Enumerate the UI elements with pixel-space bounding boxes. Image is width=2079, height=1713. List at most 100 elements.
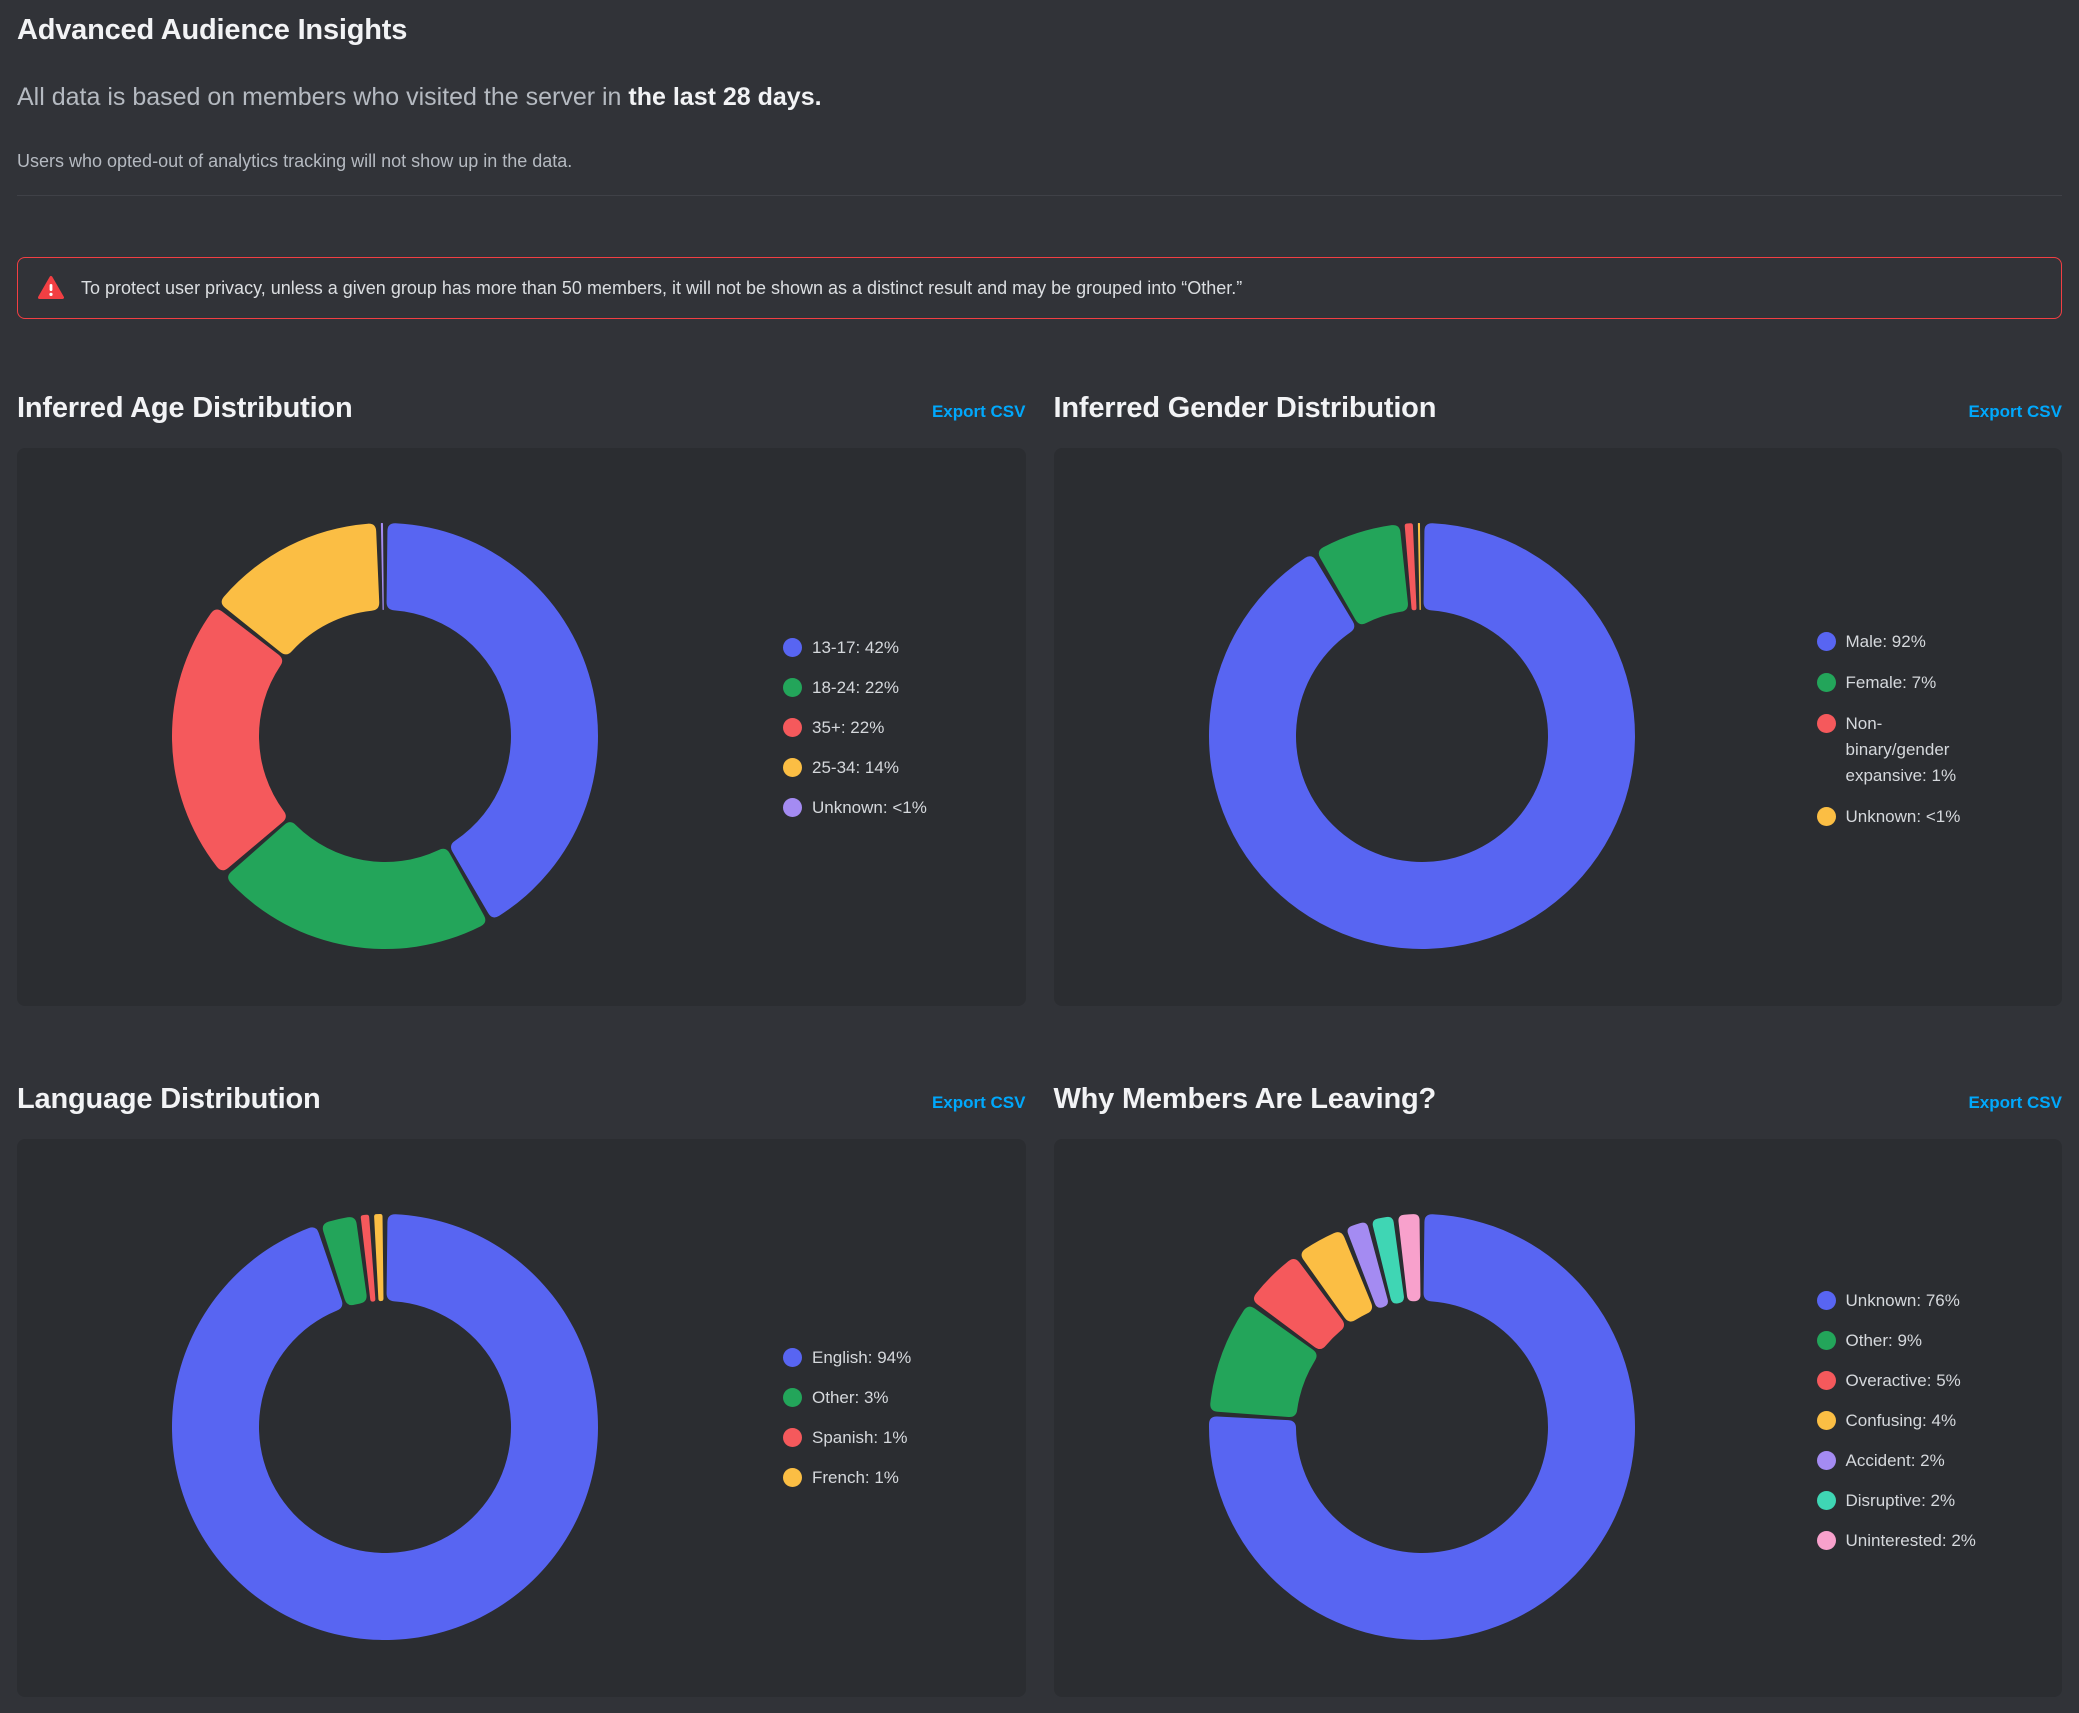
- section-header: Why Members Are Leaving? Export CSV: [1054, 1079, 2063, 1119]
- legend-label: Female: 7%: [1845, 673, 1937, 692]
- legend-dot: [1816, 632, 1836, 651]
- donut-segment-13-17: [386, 523, 598, 918]
- legend-item-25-34: 25-34: 14%: [783, 755, 1003, 781]
- legend-item-confusing: Confusing: 4%: [1816, 1408, 2037, 1434]
- export-csv-link[interactable]: Export CSV: [931, 1093, 1026, 1112]
- legend-label: Accident: 2%: [1845, 1451, 1945, 1470]
- legend-item-unknown: Unknown: <1%: [1816, 804, 1999, 830]
- donut-segment-female: [1318, 525, 1408, 625]
- legend-label: 25-34: 14%: [812, 758, 899, 777]
- page-subtitle-bold: the last 28 days.: [628, 83, 822, 111]
- donut-segment-disruptive: [1372, 1216, 1404, 1304]
- legend-dot: [783, 678, 802, 697]
- legend-label: 35+: 22%: [812, 718, 885, 737]
- section-gender-distribution: Inferred Gender Distribution Export CSV …: [1053, 388, 2063, 1006]
- legend-dot: [1816, 1531, 1836, 1550]
- donut-segment-unknown: [380, 523, 384, 611]
- charts-grid: Inferred Age Distribution Export CSV 13-…: [17, 388, 2062, 1697]
- legend-item-accident: Accident: 2%: [1816, 1448, 2037, 1474]
- legend-item-female: Female: 7%: [1816, 670, 1999, 696]
- donut-segment-unknown: [1208, 1214, 1635, 1641]
- section-language-distribution: Language Distribution Export CSV English…: [17, 1079, 1026, 1697]
- privacy-warning-banner: To protect user privacy, unless a given …: [17, 257, 2062, 319]
- donut-segment-18-24: [228, 822, 486, 950]
- divider: [17, 195, 2062, 196]
- section-header: Inferred Gender Distribution Export CSV: [1054, 388, 2063, 428]
- legend-item-other: Other: 3%: [783, 1385, 1003, 1411]
- legend-item-disruptive: Disruptive: 2%: [1816, 1488, 2037, 1514]
- legend-dot: [783, 758, 802, 777]
- legend-dot: [1816, 1451, 1836, 1470]
- legend-label: Disruptive: 2%: [1845, 1491, 1956, 1510]
- donut-chart-why-leaving: [1208, 1214, 1635, 1641]
- legend-label: 13-17: 42%: [812, 638, 899, 657]
- export-csv-link[interactable]: Export CSV: [1968, 1093, 2062, 1112]
- opt-out-note: Users who opted-out of analytics trackin…: [17, 151, 573, 171]
- chart-legend-language: English: 94% Other: 3% Spanish: 1% French: …: [783, 1345, 1003, 1491]
- page-title: Advanced Audience Insights: [17, 14, 408, 46]
- legend-label: Other: 3%: [812, 1388, 889, 1407]
- legend-item-35: 35+: 22%: [783, 715, 1003, 741]
- donut-segment-spanish: [360, 1214, 376, 1302]
- warning-text: To protect user privacy, unless a given …: [81, 277, 1243, 298]
- legend-label: Male: 92%: [1845, 632, 1926, 651]
- legend-dot: [783, 638, 802, 657]
- legend-label: Uninterested: 2%: [1845, 1531, 1976, 1550]
- donut-segment-overactive: [1253, 1258, 1344, 1350]
- legend-dot: [1816, 1411, 1836, 1430]
- legend-label: French: 1%: [812, 1468, 899, 1487]
- chart-title-gender: Inferred Gender Distribution: [1053, 392, 1437, 424]
- legend-label: Other: 9%: [1845, 1331, 1923, 1350]
- donut-segment-25-34: [221, 523, 380, 655]
- legend-label: Unknown: 76%: [1845, 1291, 1960, 1310]
- legend-item-unknown: Unknown: 76%: [1816, 1288, 2037, 1314]
- section-header: Language Distribution Export CSV: [17, 1079, 1026, 1119]
- section-age-distribution: Inferred Age Distribution Export CSV 13-…: [17, 388, 1026, 1006]
- page-subtitle: All data is based on members who visited…: [17, 80, 2062, 114]
- page-subtitle-text: All data is based on members who visited…: [17, 83, 629, 111]
- legend-label: Spanish: 1%: [812, 1428, 908, 1447]
- donut-segment-accident: [1347, 1222, 1388, 1308]
- export-csv-link[interactable]: Export CSV: [1968, 402, 2062, 421]
- legend-dot: [783, 1388, 802, 1407]
- legend-dot: [1816, 714, 1836, 733]
- legend-dot: [783, 718, 802, 737]
- legend-item-18-24: 18-24: 22%: [783, 675, 1003, 701]
- legend-dot: [783, 1348, 802, 1367]
- legend-item-english: English: 94%: [783, 1345, 1003, 1371]
- chart-panel-age: 13-17: 42% 18-24: 22% 35+: 22% 25-34: 14% Un…: [17, 448, 1026, 1006]
- legend-dot: [1816, 1371, 1836, 1390]
- legend-dot: [783, 1428, 802, 1447]
- chart-legend-why-leaving: Unknown: 76% Other: 9% Overactive: 5% Confu…: [1816, 1288, 2037, 1554]
- donut-segment-english: [171, 1214, 598, 1641]
- export-csv-link[interactable]: Export CSV: [931, 402, 1026, 421]
- chart-legend-gender: Male: 92% Female: 7% Non- binary/gender ex…: [1816, 629, 1999, 830]
- donut-segment-male: [1208, 523, 1635, 950]
- legend-item-13-17: 13-17: 42%: [783, 635, 1003, 661]
- legend-dot: [1816, 1291, 1836, 1310]
- legend-item-uninterested: Uninterested: 2%: [1816, 1528, 2037, 1554]
- chart-panel-gender: Male: 92% Female: 7% Non- binary/gender ex…: [1053, 448, 2062, 1006]
- chart-title-why-leaving: Why Members Are Leaving?: [1053, 1083, 1437, 1115]
- legend-label: English: 94%: [812, 1348, 912, 1367]
- donut-segment-french: [374, 1214, 384, 1302]
- donut-chart-language: [171, 1214, 598, 1641]
- legend-dot: [1816, 673, 1836, 692]
- donut-segment-non-binary-gender-expansive: [1404, 523, 1416, 611]
- chart-panel-language: English: 94% Other: 3% Spanish: 1% French: …: [17, 1139, 1026, 1697]
- donut-segment-other: [1209, 1306, 1317, 1418]
- chart-legend-age: 13-17: 42% 18-24: 22% 35+: 22% 25-34: 14% Un…: [783, 635, 1003, 821]
- legend-label: Unknown: <1%: [1845, 807, 1961, 826]
- donut-segment-other: [322, 1217, 367, 1306]
- chart-title-age: Inferred Age Distribution: [17, 392, 353, 424]
- warning-triangle-icon: [38, 276, 64, 299]
- legend-item-male: Male: 92%: [1816, 629, 1999, 655]
- donut-chart-gender: [1208, 523, 1635, 950]
- donut-segment-35: [172, 609, 286, 871]
- donut-segment-unknown: [1417, 523, 1421, 611]
- section-header: Inferred Age Distribution Export CSV: [17, 388, 1026, 428]
- legend-dot: [1816, 1491, 1836, 1510]
- legend-label: Confusing: 4%: [1845, 1411, 1957, 1430]
- legend-label: Non- binary/gender expansive: 1%: [1845, 714, 1957, 785]
- chart-panel-why-leaving: Unknown: 76% Other: 9% Overactive: 5% Confu…: [1053, 1139, 2062, 1697]
